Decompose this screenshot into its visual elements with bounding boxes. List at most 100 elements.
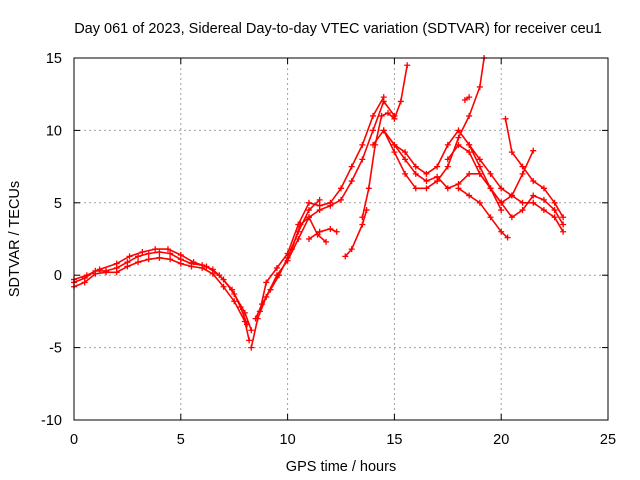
data-point-plus <box>126 253 133 260</box>
data-point-plus <box>444 163 451 170</box>
x-tick-label: 0 <box>70 432 78 448</box>
data-point-plus <box>519 170 526 177</box>
data-point-plus <box>455 127 462 134</box>
data-point-plus <box>359 221 366 228</box>
data-point-plus <box>519 163 526 170</box>
data-point-plus <box>466 112 473 119</box>
data-point-plus <box>444 141 451 148</box>
data-point-plus <box>370 127 377 134</box>
series-track-15 <box>455 185 511 241</box>
data-point-plus <box>530 147 537 154</box>
data-point-plus <box>305 236 312 242</box>
data-point-plus <box>540 185 547 192</box>
data-point-plus <box>402 156 409 163</box>
data-point-plus <box>498 207 505 214</box>
data-point-plus <box>502 115 509 122</box>
data-point-plus <box>455 134 462 141</box>
data-point-plus <box>540 207 547 214</box>
y-tick-label: -5 <box>49 341 62 357</box>
series-line <box>254 199 321 320</box>
data-point-plus <box>263 279 270 286</box>
data-point-plus <box>434 173 441 180</box>
data-point-plus <box>342 253 349 260</box>
series-track-10 <box>359 62 411 221</box>
data-point-plus <box>466 94 473 101</box>
data-point-plus <box>508 192 515 199</box>
data-point-plus <box>305 207 312 214</box>
data-point-plus <box>466 192 473 199</box>
data-point-plus <box>476 163 483 170</box>
data-point-plus <box>423 185 430 192</box>
data-point-plus <box>248 344 255 351</box>
data-point-plus <box>498 199 505 206</box>
data-point-plus <box>551 199 558 206</box>
data-point-plus <box>96 266 103 273</box>
data-point-plus <box>305 214 312 221</box>
series-track-7 <box>288 214 330 253</box>
data-point-plus <box>380 127 387 134</box>
data-point-plus <box>284 254 291 261</box>
data-point-plus <box>177 251 184 258</box>
data-point-plus <box>248 327 255 334</box>
data-point-plus <box>402 149 409 156</box>
data-point-plus <box>135 253 142 260</box>
data-point-plus <box>164 246 171 253</box>
data-point-plus <box>323 238 330 245</box>
data-point-plus <box>476 170 483 177</box>
data-point-plus <box>365 185 372 192</box>
y-tick-label: 15 <box>46 51 62 67</box>
data-point-plus <box>145 256 152 263</box>
series-line <box>468 144 564 233</box>
series-track-18 <box>461 94 473 103</box>
data-point-plus <box>560 221 567 228</box>
x-tick-label: 25 <box>600 432 616 448</box>
data-point-plus <box>498 185 505 192</box>
data-point-plus <box>530 192 537 199</box>
data-point-plus <box>348 178 355 185</box>
data-point-plus <box>370 141 377 148</box>
data-point-plus <box>508 214 515 221</box>
y-tick-label: 0 <box>54 268 62 284</box>
data-point-plus <box>402 170 409 177</box>
data-point-plus <box>203 263 210 270</box>
data-point-plus <box>124 259 131 266</box>
y-tick-label: 10 <box>46 123 62 139</box>
data-point-plus <box>220 283 227 290</box>
series-track-1 <box>71 254 253 344</box>
data-point-plus <box>190 259 197 266</box>
data-point-plus <box>519 207 526 214</box>
x-tick-label: 20 <box>493 432 509 448</box>
series-line <box>250 100 396 349</box>
data-point-plus <box>327 225 334 232</box>
data-point-plus <box>348 246 355 253</box>
data-point-plus <box>391 149 398 156</box>
data-point-plus <box>434 163 441 170</box>
grid <box>74 58 608 420</box>
data-point-plus <box>258 301 265 308</box>
y-axis-label: SDTVAR / TECUs <box>7 181 23 297</box>
series-track-11 <box>370 55 488 192</box>
data-point-plus <box>338 196 344 203</box>
data-point-plus <box>540 196 547 203</box>
series-track-16 <box>466 141 567 235</box>
data-point-plus <box>359 141 366 148</box>
data-point-plus <box>519 199 526 206</box>
data-point-plus <box>145 250 152 257</box>
data-point-plus <box>551 207 558 214</box>
series-track-12 <box>380 127 505 214</box>
data-point-plus <box>476 156 483 163</box>
data-point-plus <box>476 199 483 206</box>
series-track-14 <box>444 141 537 206</box>
data-point-plus <box>139 249 146 256</box>
x-axis-label: GPS time / hours <box>286 459 396 475</box>
data-point-plus <box>530 199 537 206</box>
data-point-plus <box>560 228 567 235</box>
data-point-plus <box>487 170 494 177</box>
data-point-plus <box>404 62 411 69</box>
data-point-plus <box>378 112 385 119</box>
data-point-plus <box>156 254 163 261</box>
series-line <box>308 228 338 240</box>
data-point-plus <box>551 214 558 221</box>
data-point-plus <box>359 214 366 221</box>
